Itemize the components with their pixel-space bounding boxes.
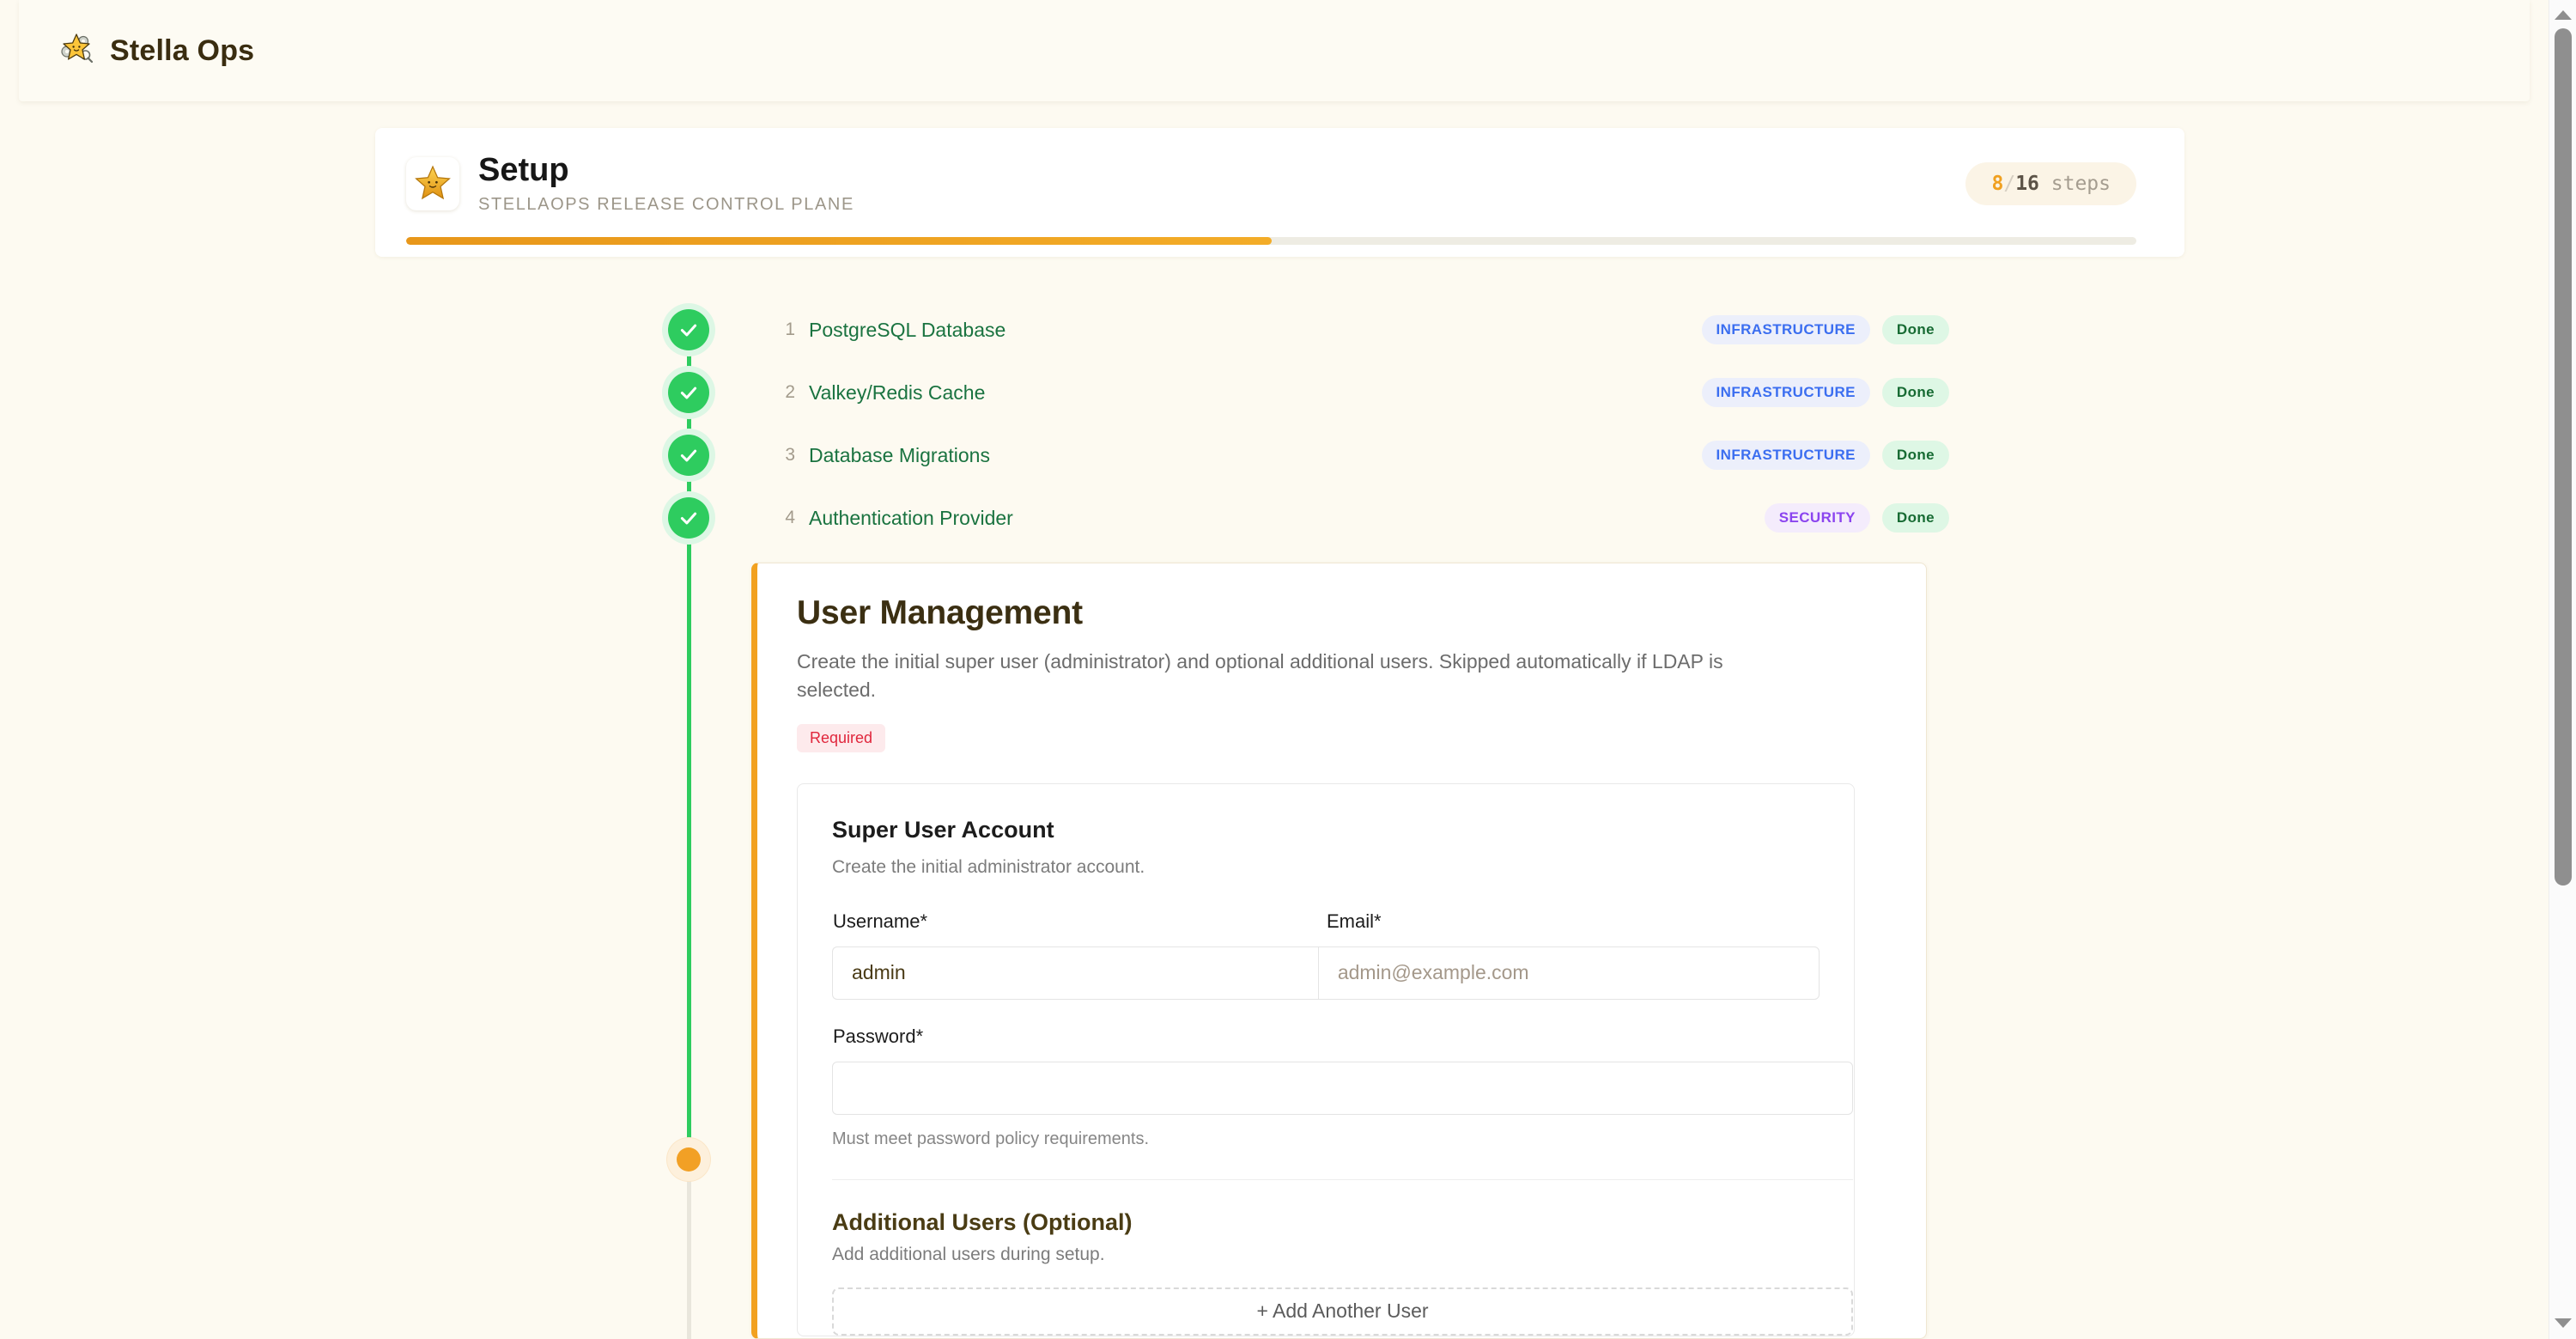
step-category-badge: INFRASTRUCTURE xyxy=(1701,378,1870,407)
step-number: 2 xyxy=(785,382,795,402)
required-badge: Required xyxy=(797,723,886,752)
step-label: Database Migrations xyxy=(809,443,990,466)
active-step-title: User Management xyxy=(797,594,1083,631)
super-user-section: Super User Account Create the initial ad… xyxy=(797,782,1855,1336)
timeline-step-row[interactable]: 4 Authentication Provider SECURITY Done xyxy=(661,497,2379,539)
username-input[interactable]: admin xyxy=(832,946,1318,1000)
star-mascot-icon xyxy=(406,157,459,211)
app-header: Stella Ops xyxy=(19,0,2530,101)
check-icon xyxy=(668,372,709,413)
active-step-dot-icon xyxy=(677,1147,701,1172)
chevron-down-icon[interactable] xyxy=(2549,1310,2576,1336)
step-category-badge: INFRASTRUCTURE xyxy=(1701,441,1870,470)
step-category-badge: SECURITY xyxy=(1764,503,1870,533)
steps-total: 16 xyxy=(2015,173,2039,196)
password-label: Password* xyxy=(833,1025,924,1047)
page-title: Setup xyxy=(478,152,569,188)
username-label: Username* xyxy=(833,910,928,932)
step-badges: INFRASTRUCTURE Done xyxy=(1701,441,1949,470)
step-status-badge: Done xyxy=(1881,378,1949,407)
step-label: Valkey/Redis Cache xyxy=(809,380,986,404)
additional-users-title: Additional Users (Optional) xyxy=(832,1208,1133,1235)
setup-identity: Setup STELLAOPS RELEASE CONTROL PLANE xyxy=(406,152,854,215)
step-status-badge: Done xyxy=(1881,503,1949,533)
scrollbar-thumb[interactable] xyxy=(2555,28,2572,886)
brand-title: Stella Ops xyxy=(110,33,255,67)
add-another-user-button[interactable]: + Add Another User xyxy=(832,1287,1853,1336)
setup-progress-bar xyxy=(406,237,2136,245)
super-user-description: Create the initial administrator account… xyxy=(832,856,1145,877)
step-status-badge: Done xyxy=(1881,315,1949,344)
email-label: Email* xyxy=(1327,910,1382,932)
password-input[interactable] xyxy=(832,1061,1853,1115)
vertical-scrollbar[interactable] xyxy=(2549,0,2576,1339)
steps-progress-badge: 8/16 steps xyxy=(1965,162,2136,206)
active-step-card: User Management Create the initial super… xyxy=(751,563,1927,1339)
brand[interactable]: Stella Ops xyxy=(60,32,254,70)
setup-header-card: Setup STELLAOPS RELEASE CONTROL PLANE 8/… xyxy=(375,128,2184,257)
step-badges: SECURITY Done xyxy=(1764,503,1949,533)
check-icon xyxy=(668,309,709,350)
step-number: 3 xyxy=(785,445,795,465)
password-field-group: Password* Must meet password policy requ… xyxy=(832,1025,1853,1149)
step-number: 1 xyxy=(785,320,795,339)
check-icon xyxy=(668,435,709,476)
step-badges: INFRASTRUCTURE Done xyxy=(1701,315,1949,344)
step-status-badge: Done xyxy=(1881,441,1949,470)
email-input[interactable]: admin@example.com xyxy=(1317,946,1820,1000)
additional-users-description: Add additional users during setup. xyxy=(832,1244,1105,1264)
step-number: 4 xyxy=(785,508,795,527)
timeline-connector-active xyxy=(687,600,691,1339)
section-divider xyxy=(832,1178,1853,1180)
timeline-connector-upcoming xyxy=(687,1170,691,1339)
star-mascot-gears-icon xyxy=(60,32,94,70)
super-user-title: Super User Account xyxy=(832,816,1054,843)
step-label: PostgreSQL Database xyxy=(809,318,1006,341)
step-category-badge: INFRASTRUCTURE xyxy=(1701,315,1870,344)
chevron-up-icon[interactable] xyxy=(2549,2,2576,27)
credentials-field-row: Username* Email* xyxy=(832,910,1820,933)
timeline-step-row[interactable]: 3 Database Migrations INFRASTRUCTURE Done xyxy=(661,435,2379,476)
steps-separator: / xyxy=(2003,173,2016,196)
setup-progress-fill xyxy=(406,237,1272,245)
timeline-step-row[interactable]: 2 Valkey/Redis Cache INFRASTRUCTURE Done xyxy=(661,372,2379,413)
timeline-step-row[interactable]: 1 PostgreSQL Database INFRASTRUCTURE Done xyxy=(661,309,2379,350)
step-badges: INFRASTRUCTURE Done xyxy=(1701,378,1949,407)
page-subtitle: STELLAOPS RELEASE CONTROL PLANE xyxy=(478,194,854,214)
password-hint: Must meet password policy requirements. xyxy=(832,1129,1150,1148)
check-icon xyxy=(668,497,709,539)
steps-unit-label: steps xyxy=(2050,173,2111,196)
active-step-description: Create the initial super user (administr… xyxy=(797,650,1723,702)
step-label: Authentication Provider xyxy=(809,506,1013,529)
steps-current: 8 xyxy=(1991,173,2004,196)
